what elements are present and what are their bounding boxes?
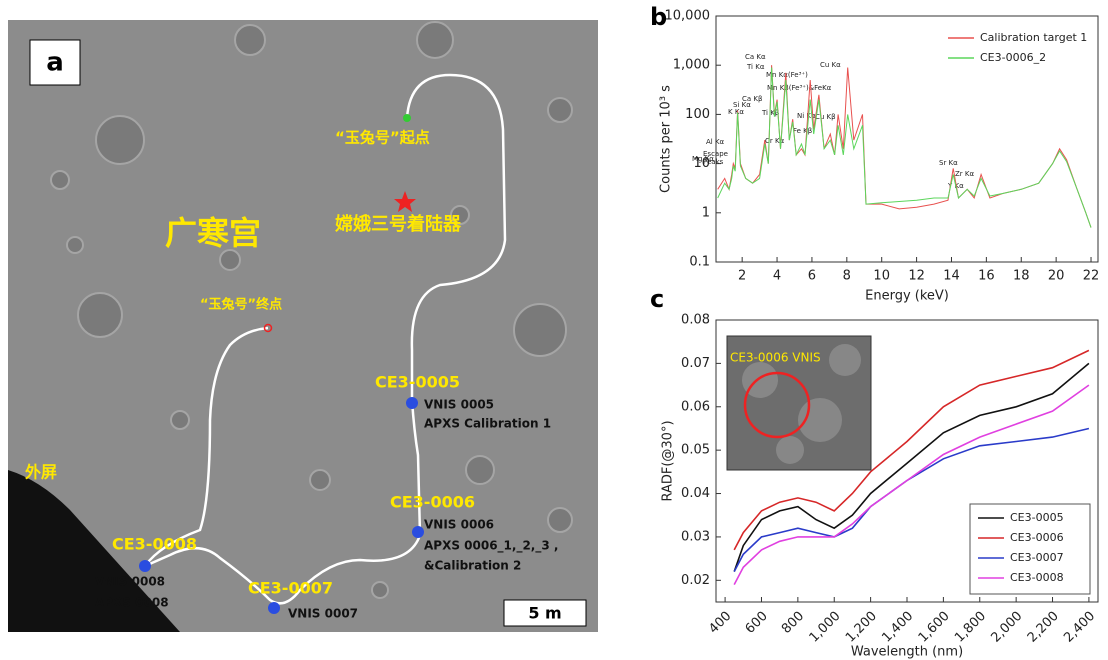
y-tick-label: 10,000 <box>665 9 711 24</box>
start-label: “玉兔号”起点 <box>335 129 430 147</box>
legend-label: CE3-0005 <box>1010 511 1064 524</box>
x-tick-label: 6 <box>808 269 816 284</box>
y-tick-label: 0.1 <box>689 255 710 270</box>
peak-annotation: K Kα <box>728 108 744 116</box>
x-tick-label: 18 <box>1013 269 1030 284</box>
station-note: VNIS 0006 <box>424 518 494 532</box>
end-label: “玉兔号”终点 <box>200 297 282 313</box>
x-tick-label: 1,200 <box>843 609 880 646</box>
legend-label: CE3-0006 <box>1010 531 1064 544</box>
map-panel: a 广寒宫 嫦娥三号着陆器 “玉兔号”起点 “玉兔号”终点 外屏 CE3-000… <box>8 20 598 632</box>
panel-label: c <box>650 285 664 313</box>
y-tick-label: 0.07 <box>681 356 710 371</box>
y-tick-label: 100 <box>685 107 710 122</box>
x-tick-label: 600 <box>743 609 771 637</box>
legend-label: CE3-0008 <box>1010 571 1064 584</box>
station-id: CE3-0008 <box>112 535 197 554</box>
peak-annotation: Cu Kβ <box>815 113 836 121</box>
station-note: VNIS 0005 <box>424 398 494 412</box>
station-note: &Calibration 2 <box>424 559 521 573</box>
peak-annotation: Mn Kβ(Fe³⁺)&FeKα <box>767 84 832 92</box>
station-id: CE3-0006 <box>390 493 475 512</box>
outer-label: 外屏 <box>24 463 57 482</box>
peak-annotation: Fe Kβ <box>793 127 812 135</box>
y-tick-label: 1 <box>702 205 710 220</box>
x-tick-label: 12 <box>908 269 925 284</box>
station-id: CE3-0005 <box>375 373 460 392</box>
figure: a 广寒宫 嫦娥三号着陆器 “玉兔号”起点 “玉兔号”终点 外屏 CE3-000… <box>0 0 1108 660</box>
y-tick-label: 1,000 <box>673 58 710 73</box>
inset-texture <box>776 436 804 464</box>
x-tick-label: 2,200 <box>1025 609 1062 646</box>
x-tick-label: 14 <box>943 269 960 284</box>
peak-annotation: Cu Kα <box>820 61 841 69</box>
x-tick-label: 16 <box>978 269 995 284</box>
station-note: APXS 0006_1,_2,_3 , <box>424 539 558 554</box>
scale-label: 5 m <box>528 604 561 623</box>
x-tick-label: 2 <box>738 269 746 284</box>
panel-label: a <box>46 48 64 78</box>
page: {"map": {"panel_label": "a", "place": "广… <box>0 0 1108 660</box>
x-tick-label: 8 <box>843 269 851 284</box>
legend-label: Calibration target 1 <box>980 31 1087 44</box>
x-tick-label: 22 <box>1083 269 1100 284</box>
y-axis-label: RADF(@30°) <box>661 420 676 501</box>
x-axis-label: Wavelength (nm) <box>851 645 963 660</box>
y-tick-label: 0.04 <box>681 486 710 501</box>
peak-annotation: Zr Kα <box>955 170 974 178</box>
x-tick-label: 10 <box>873 269 890 284</box>
legend-label: CE3-0006_2 <box>980 51 1046 64</box>
lander-label: 嫦娥三号着陆器 <box>335 213 462 235</box>
x-tick-label: 4 <box>773 269 781 284</box>
y-tick-label: 0.05 <box>681 443 710 458</box>
inset-label: CE3-0006 VNIS <box>730 351 821 365</box>
y-tick-label: 0.02 <box>681 573 710 588</box>
station-note: VNIS 0008 <box>95 575 165 589</box>
y-tick-label: 0.03 <box>681 529 710 544</box>
peak-annotation: Ca Kα <box>745 53 766 61</box>
peak-annotation: Mg Kα <box>692 155 714 163</box>
station-note: APXS 0008 <box>95 596 169 610</box>
x-tick-label: 1,000 <box>807 609 844 646</box>
charts: b10,0001,0001001010.1246810121416182022E… <box>650 3 1099 660</box>
station-note: APXS Calibration 1 <box>424 417 551 431</box>
y-tick-label: 0.08 <box>681 313 710 328</box>
y-axis-label: Counts per 10³ s <box>659 85 674 193</box>
x-tick-label: 1,400 <box>879 609 916 646</box>
legend-label: CE3-0007 <box>1010 551 1064 564</box>
x-tick-label: 2,000 <box>989 609 1026 646</box>
place-label: 广寒宫 <box>165 214 261 252</box>
x-tick-label: 1,600 <box>916 609 953 646</box>
station-note: VNIS 0007 <box>288 607 358 621</box>
peak-annotation: Ti Kα <box>746 63 765 71</box>
x-tick-label: 2,400 <box>1061 609 1098 646</box>
x-tick-label: 1,800 <box>952 609 989 646</box>
x-tick-label: 800 <box>779 609 807 637</box>
x-tick-label: 400 <box>706 609 734 637</box>
y-tick-label: 0.06 <box>681 399 710 414</box>
start-marker <box>403 114 411 122</box>
x-tick-label: 20 <box>1048 269 1065 284</box>
station-id: CE3-0007 <box>248 579 333 598</box>
inset-texture <box>829 344 861 376</box>
peak-annotation: Al Kα <box>706 138 725 146</box>
peak-annotation: Sr Kα <box>939 159 958 167</box>
x-axis-label: Energy (keV) <box>865 289 949 304</box>
